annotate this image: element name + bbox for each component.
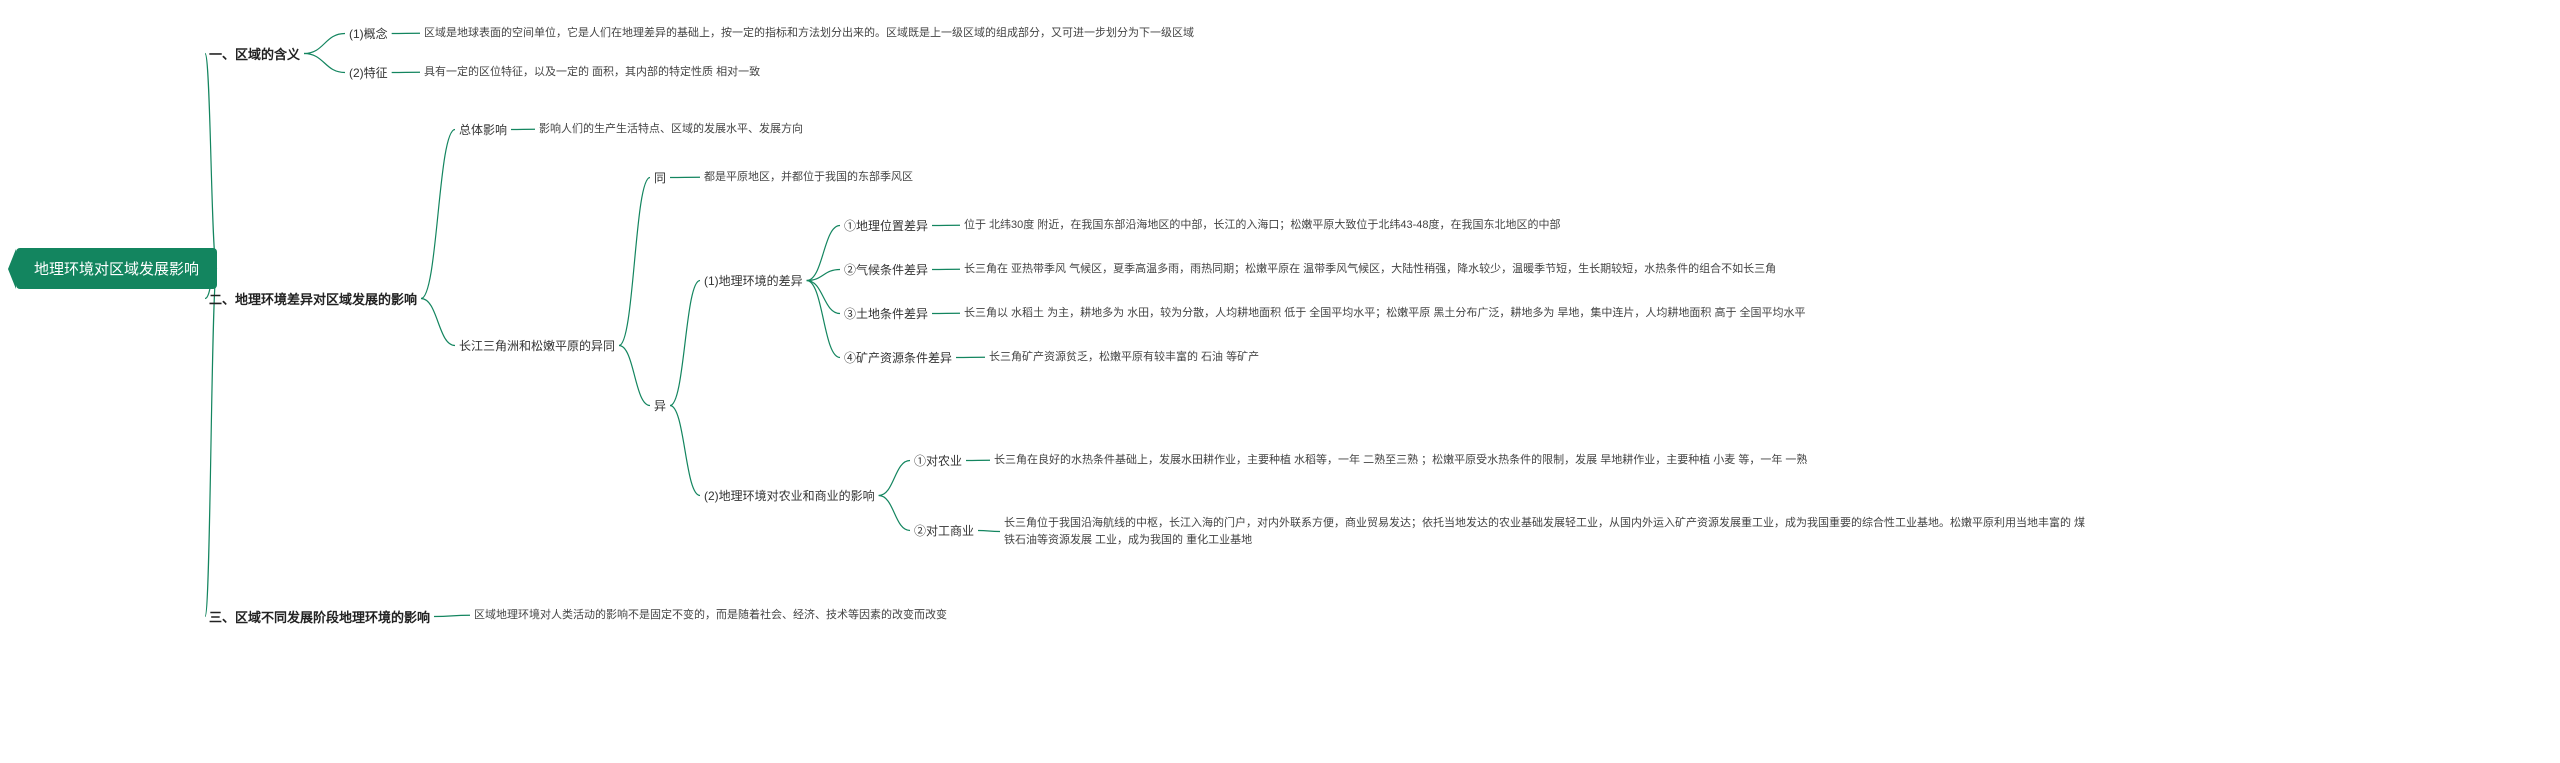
node-d4t: 长三角矿产资源贫乏，松嫩平原有较丰富的 石油 等矿产 [985, 347, 1263, 368]
node-d1t: 位于 北纬30度 附近，在我国东部沿海地区的中部，长江的入海口；松嫩平原大致位于… [960, 215, 1564, 236]
node-d3t: 长三角以 水稻土 为主，耕地多为 水田，较为分散，人均耕地面积 低于 全国平均水… [960, 303, 1810, 324]
node-n1: 一、区域的含义 [205, 42, 304, 65]
root-node: 地理环境对区域发展影响 [16, 248, 217, 289]
node-n2: 二、地理环境差异对区域发展的影响 [205, 287, 421, 310]
node-d2: ②气候条件差异 [840, 259, 932, 280]
node-n2a: 总体影响 [455, 119, 511, 140]
node-n1a1: 区域是地球表面的空间单位，它是人们在地理差异的基础上，按一定的指标和方法划分出来… [420, 23, 1198, 44]
node-d2t: 长三角在 亚热带季风 气候区，夏季高温多雨，雨热同期；松嫩平原在 温带季风气候区… [960, 259, 1780, 280]
node-n2b: 长江三角洲和松嫩平原的异同 [455, 335, 619, 356]
node-n1b1: 具有一定的区位特征，以及一定的 面积，其内部的特定性质 相对一致 [420, 62, 764, 83]
node-n2b2b: (2)地理环境对农业和商业的影响 [700, 485, 879, 506]
node-n1b: (2)特征 [345, 62, 392, 83]
node-n3: 三、区域不同发展阶段地理环境的影响 [205, 605, 434, 628]
node-n2b2: 异 [650, 395, 670, 416]
node-n2b1a: 都是平原地区，并都位于我国的东部季风区 [700, 167, 917, 188]
mindmap-container: 地理环境对区域发展影响 一、区域的含义 (1)概念 区域是地球表面的空间单位，它是人… [0, 0, 2560, 763]
node-d3: ③土地条件差异 [840, 303, 932, 324]
node-e2t: 长三角位于我国沿海航线的中枢，长江入海的门户，对内外联系方便，商业贸易发达；依托… [1000, 513, 2100, 550]
node-d1: ①地理位置差异 [840, 215, 932, 236]
node-e1t: 长三角在良好的水热条件基础上，发展水田耕作业，主要种植 水稻等，一年 二熟至三熟… [990, 450, 1811, 471]
node-e1: ①对农业 [910, 450, 966, 471]
node-n2b1: 同 [650, 167, 670, 188]
node-n3a: 区域地理环境对人类活动的影响不是固定不变的，而是随着社会、经济、技术等因素的改变… [470, 605, 951, 626]
node-n1a: (1)概念 [345, 23, 392, 44]
node-n2b2a: (1)地理环境的差异 [700, 270, 807, 291]
node-e2: ②对工商业 [910, 520, 978, 541]
node-d4: ④矿产资源条件差异 [840, 347, 956, 368]
connector-layer [0, 0, 2560, 763]
node-n2a1: 影响人们的生产生活特点、区域的发展水平、发展方向 [535, 119, 807, 140]
